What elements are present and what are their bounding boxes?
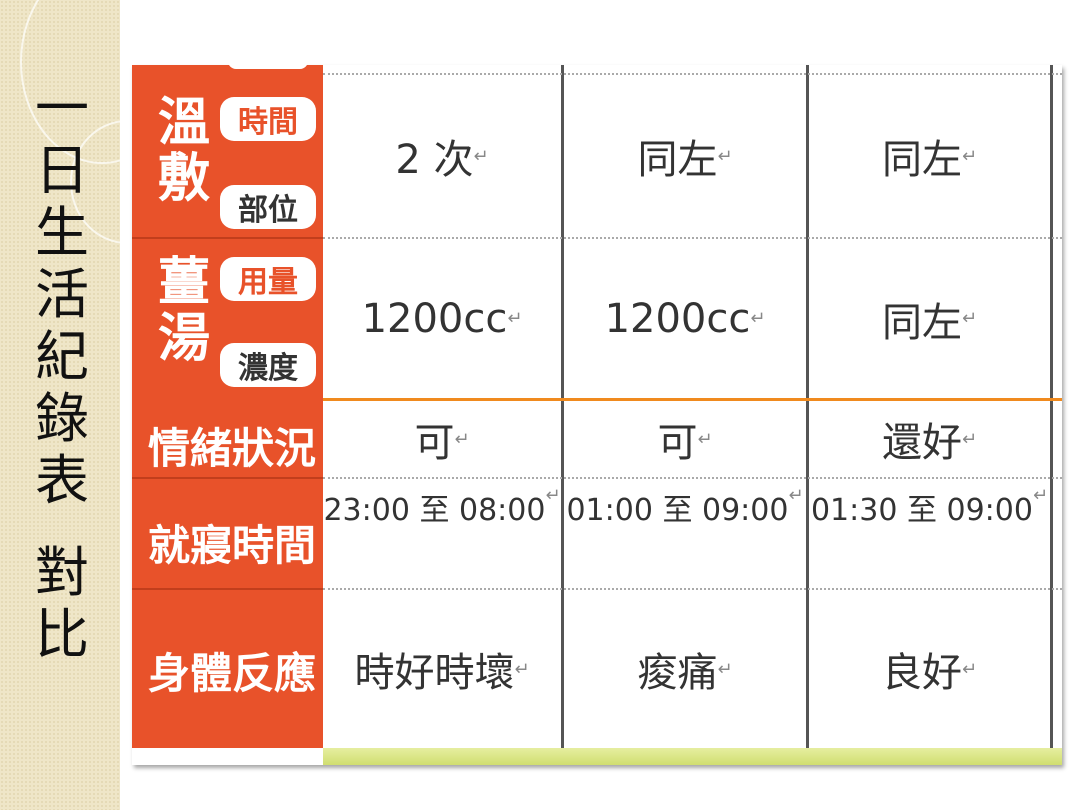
cell-text: 23:00 至 08:00 xyxy=(323,493,546,528)
return-mark-icon: ↵ xyxy=(788,485,804,506)
return-mark-icon: ↵ xyxy=(961,145,978,167)
title-char: 比 xyxy=(35,603,89,666)
pill-concentration: 濃度 xyxy=(220,343,316,387)
cell-text: 良好 xyxy=(881,650,962,696)
pill-amount: 用量 xyxy=(220,257,316,301)
table-cell: 01:30 至 09:00 ↵ xyxy=(809,479,1050,535)
slide-title: 一 日 生 活 紀 錄 表 對 比 xyxy=(32,78,92,666)
title-char: 生 xyxy=(35,201,89,264)
row-label-body: 身體反應 xyxy=(148,649,317,698)
return-mark-icon: ↵ xyxy=(697,428,713,450)
cell-text: 還好 xyxy=(881,420,962,466)
table-cell: 1200cc ↵ xyxy=(323,239,561,398)
table-cell: 良好 ↵ xyxy=(809,590,1050,748)
pill-location: 部位 xyxy=(220,185,316,229)
pill-time: 時間 xyxy=(220,97,316,141)
cell-text: 01:00 至 09:00 xyxy=(566,493,789,528)
title-char: 表 xyxy=(35,449,89,512)
table-cell: 還好 ↵ xyxy=(809,401,1050,477)
table-cell: 痠痛 ↵ xyxy=(564,590,806,748)
title-char: 紀 xyxy=(35,325,89,388)
row-label-mood: 情緒狀況 xyxy=(148,424,317,473)
title-char: 日 xyxy=(35,139,89,202)
title-char: 活 xyxy=(35,263,89,326)
comparison-table: 溫敷 時間 部位 薑湯 用量 濃度 情緒狀況 就寢時間 身體反應 2 次 ↵ 同左 ↵… xyxy=(132,57,1062,765)
cell-text: 可 xyxy=(657,420,698,466)
group-label-ginger-soup: 薑湯 xyxy=(157,253,210,369)
return-mark-icon: ↵ xyxy=(514,658,530,680)
table-cell: 同左 ↵ xyxy=(564,75,806,237)
table-cell: 同左 ↵ xyxy=(809,75,1050,237)
table-cell: 23:00 至 08:00 ↵ xyxy=(323,479,561,535)
return-mark-icon: ↵ xyxy=(454,428,470,450)
cell-text: 2 次 xyxy=(395,137,474,183)
cell-text: 1200cc xyxy=(604,295,751,342)
return-mark-icon: ↵ xyxy=(545,485,561,506)
return-mark-icon: ↵ xyxy=(717,658,733,680)
return-mark-icon: ↵ xyxy=(473,145,489,167)
cell-text: 可 xyxy=(414,420,455,466)
cell-text: 1200cc xyxy=(361,295,508,342)
row-label-sleep: 就寢時間 xyxy=(148,521,317,570)
header-column: 溫敷 時間 部位 薑湯 用量 濃度 情緒狀況 就寢時間 身體反應 xyxy=(132,57,323,748)
cell-text: 同左 xyxy=(637,137,718,183)
footer-bar xyxy=(323,748,1062,765)
table-cell: 2 次 ↵ xyxy=(323,75,561,237)
return-mark-icon: ↵ xyxy=(1032,485,1049,506)
cell-text: 時好時壞 xyxy=(354,650,515,696)
table-cell: 時好時壞 ↵ xyxy=(323,590,561,748)
table-cell: 1200cc ↵ xyxy=(564,239,806,398)
title-char: 一 xyxy=(35,77,89,140)
return-mark-icon: ↵ xyxy=(961,308,978,329)
title-char: 對 xyxy=(35,541,89,604)
section-divider xyxy=(323,398,1062,401)
return-mark-icon: ↵ xyxy=(717,145,733,167)
return-mark-icon: ↵ xyxy=(961,428,978,450)
table-cell: 可 ↵ xyxy=(323,401,561,477)
return-mark-icon: ↵ xyxy=(507,308,523,329)
return-mark-icon: ↵ xyxy=(961,658,978,680)
title-char: 錄 xyxy=(35,387,89,450)
table-cell: 01:00 至 09:00 ↵ xyxy=(564,479,806,535)
cell-text: 同左 xyxy=(881,299,962,346)
table-cell: 可 ↵ xyxy=(564,401,806,477)
cell-text: 01:30 至 09:00 xyxy=(810,493,1033,528)
return-mark-icon: ↵ xyxy=(750,308,766,329)
group-label-compress: 溫敷 xyxy=(157,93,210,209)
cell-text: 同左 xyxy=(881,137,962,183)
table-cell: 同左 ↵ xyxy=(809,239,1050,398)
cell-text: 痠痛 xyxy=(637,650,718,696)
slide-side-panel: 一 日 生 活 紀 錄 表 對 比 xyxy=(0,0,184,810)
